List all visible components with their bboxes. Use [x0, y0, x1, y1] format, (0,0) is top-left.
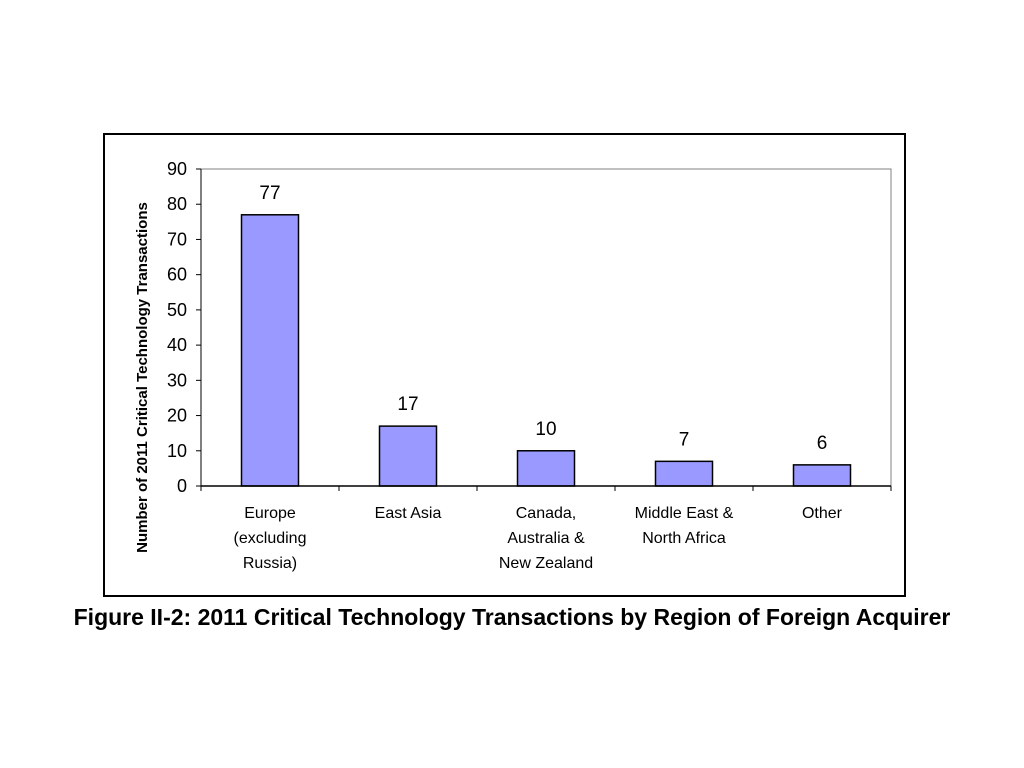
x-category-label: Middle East & North Africa	[635, 505, 734, 547]
data-label: 10	[535, 419, 556, 440]
y-tick-label: 20	[167, 406, 187, 426]
y-tick-label: 70	[167, 229, 187, 249]
x-category-label: East Asia	[375, 505, 442, 522]
y-tick-label: 80	[167, 194, 187, 214]
bar	[792, 464, 852, 487]
bar	[516, 450, 576, 487]
y-tick-label: 50	[167, 300, 187, 320]
y-tick-label: 90	[167, 159, 187, 179]
y-tick-label: 60	[167, 265, 187, 285]
x-category-label: Other	[802, 505, 843, 522]
x-category-label: Canada, Australia & New Zealand	[499, 505, 593, 572]
bar	[240, 214, 300, 487]
bar-chart: 0 10 20 30 40 50 60 70 80 90 77 17 10 7 6 Europe (exclud…	[134, 159, 892, 572]
y-tick-label: 10	[167, 441, 187, 461]
y-axis-title: Number of 2011 Critical Technology Trans…	[134, 202, 151, 553]
x-category-label: Europe (excluding Russia)	[234, 505, 307, 572]
bar	[654, 460, 714, 487]
chart-frame: 0 10 20 30 40 50 60 70 80 90 77 17 10 7 6 Europe (exclud…	[103, 133, 906, 597]
data-label: 17	[397, 394, 418, 415]
data-label: 77	[259, 183, 280, 204]
y-tick-label: 30	[167, 370, 187, 390]
data-label: 7	[679, 429, 690, 450]
figure-caption: Figure II-2: 2011 Critical Technology Tr…	[73, 604, 951, 630]
y-tick-label: 40	[167, 335, 187, 355]
y-tick-label: 0	[177, 476, 187, 496]
bar	[378, 425, 438, 487]
data-label: 6	[817, 433, 828, 454]
